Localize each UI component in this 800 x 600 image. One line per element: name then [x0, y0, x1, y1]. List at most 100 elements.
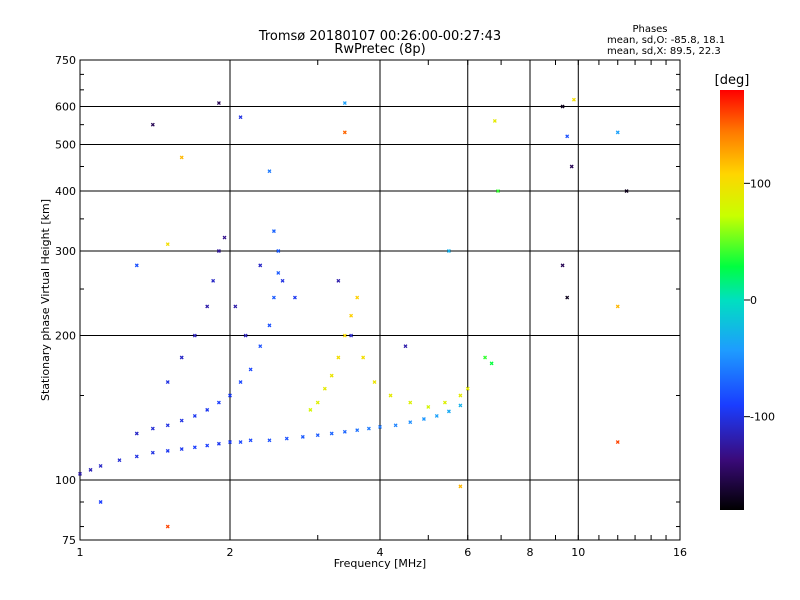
data-point	[211, 278, 216, 283]
data-point	[267, 438, 272, 443]
colorbar-tick-label: 0	[750, 294, 757, 307]
data-point	[98, 463, 103, 468]
data-point	[98, 500, 103, 504]
data-point	[342, 333, 347, 338]
data-point	[315, 433, 320, 438]
data-point	[78, 471, 82, 476]
data-point	[496, 189, 500, 194]
x-tick-label: 8	[527, 546, 534, 559]
data-point	[238, 440, 243, 444]
data-point	[243, 333, 248, 338]
data-point	[88, 467, 93, 472]
data-point	[192, 445, 197, 450]
colorbar-tick-label: -100	[750, 411, 775, 424]
data-point	[248, 367, 253, 372]
colorbar-tick-label: 100	[750, 177, 771, 190]
data-point	[228, 440, 232, 444]
data-point	[292, 295, 297, 300]
x-tick-label: 4	[377, 546, 384, 559]
data-point	[134, 431, 139, 436]
data-point	[426, 404, 431, 409]
x-tick-label: 6	[464, 546, 471, 559]
x-tick-label: 1	[77, 546, 84, 559]
data-point	[205, 407, 210, 412]
data-point	[258, 344, 263, 349]
data-point	[615, 130, 620, 135]
data-point	[216, 400, 221, 405]
data-point	[150, 122, 155, 127]
data-point	[403, 344, 408, 349]
data-point	[267, 169, 272, 174]
data-point	[248, 438, 253, 443]
data-point	[565, 295, 570, 300]
data-point	[165, 242, 170, 247]
data-point	[372, 380, 377, 385]
x-tick-label: 10	[571, 546, 585, 559]
data-point	[222, 235, 227, 240]
data-point	[308, 407, 313, 412]
data-point	[329, 431, 334, 436]
x-axis: 1 2 4 6 8 10 16	[77, 60, 687, 559]
y-axis-label: Stationary phase Virtual Height [km]	[39, 199, 52, 401]
y-tick-label: 75	[62, 534, 76, 547]
data-point	[216, 101, 221, 106]
data-point	[150, 426, 155, 431]
data-point	[408, 400, 413, 405]
data-point	[228, 393, 232, 398]
data-point	[489, 361, 494, 366]
chart-title: Tromsø 20180107 00:26:00-00:27:43	[258, 29, 501, 44]
data-point	[300, 434, 305, 439]
data-point	[258, 263, 263, 268]
data-point	[560, 263, 565, 268]
data-point	[571, 97, 576, 102]
data-point	[342, 429, 347, 434]
data-point	[342, 101, 347, 106]
data-point	[408, 420, 413, 425]
y-axis: 75 100 200 300 400 500 600 750	[55, 54, 680, 547]
data-point	[615, 440, 620, 444]
data-point	[165, 380, 170, 385]
data-point	[378, 424, 382, 429]
data-point	[483, 355, 488, 360]
data-point	[446, 249, 451, 253]
y-tick-label: 750	[55, 54, 76, 67]
data-point	[361, 355, 366, 360]
colorbar-ticks: 100 0 -100	[744, 177, 775, 424]
phases-title: Phases	[632, 24, 667, 35]
y-tick-label: 500	[55, 139, 76, 152]
data-point	[569, 164, 574, 169]
data-point	[179, 355, 184, 360]
y-tick-label: 600	[55, 101, 76, 114]
data-point	[446, 409, 451, 414]
colorbar	[720, 90, 744, 510]
data-point	[179, 418, 184, 423]
data-point	[276, 271, 281, 275]
data-point	[216, 249, 221, 253]
data-point	[276, 249, 281, 253]
colorbar-label: [deg]	[715, 73, 750, 88]
data-point	[349, 333, 354, 338]
data-point	[267, 323, 272, 328]
data-point	[165, 448, 170, 453]
data-point	[342, 130, 347, 135]
data-point	[238, 115, 243, 120]
data-points	[78, 97, 629, 529]
data-point	[434, 413, 439, 418]
data-point	[322, 386, 327, 391]
data-point	[560, 104, 565, 109]
data-point	[165, 524, 170, 529]
data-point	[205, 304, 210, 309]
data-point	[492, 118, 497, 123]
data-point	[565, 134, 570, 139]
data-point	[216, 441, 221, 446]
data-point	[165, 423, 170, 428]
y-tick-label: 200	[55, 330, 76, 343]
y-tick-label: 300	[55, 245, 76, 258]
data-point	[284, 436, 289, 441]
data-point	[442, 400, 447, 405]
data-point	[458, 484, 463, 489]
data-point	[388, 393, 393, 398]
data-point	[117, 458, 122, 463]
data-point	[336, 278, 341, 283]
